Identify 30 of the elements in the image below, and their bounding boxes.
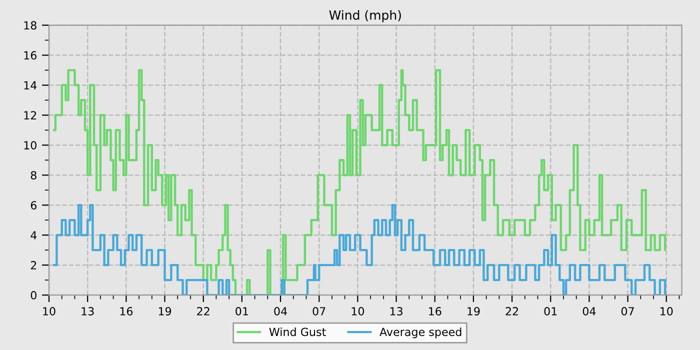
x-tick-label: 22 [506,307,518,316]
y-tick-label: 12 [24,111,36,120]
x-tick-label: 10 [352,307,364,316]
x-tick-label: 07 [621,307,634,316]
x-tick-label: 13 [390,307,402,316]
legend-label: Average speed [380,327,462,338]
y-tick-label: 0 [30,291,36,300]
x-tick-label: 10 [43,307,56,316]
y-tick-label: 4 [30,231,37,240]
x-tick-label: 16 [120,307,133,316]
y-tick-label: 6 [30,201,36,210]
x-tick-label: 19 [158,307,172,316]
x-tick-label: 10 [660,307,673,316]
x-tick-label: 07 [312,307,326,316]
chart-title: Wind (mph) [329,10,401,22]
x-tick-label: 01 [236,307,248,316]
x-tick-label: 13 [82,307,94,316]
x-tick-label: 04 [582,307,596,316]
y-tick-label: 2 [30,261,36,270]
x-tick-label: 16 [429,307,442,316]
legend-label: Wind Gust [269,327,326,336]
y-tick-label: 10 [24,141,36,150]
y-tick-label: 16 [24,51,36,60]
y-tick-label: 8 [30,171,36,180]
x-tick-label: 04 [274,307,287,316]
y-tick-label: 18 [24,21,36,30]
x-tick-label: 01 [544,307,557,316]
y-tick-label: 14 [24,81,37,90]
x-tick-label: 22 [197,307,210,316]
x-tick-label: 19 [468,307,480,316]
